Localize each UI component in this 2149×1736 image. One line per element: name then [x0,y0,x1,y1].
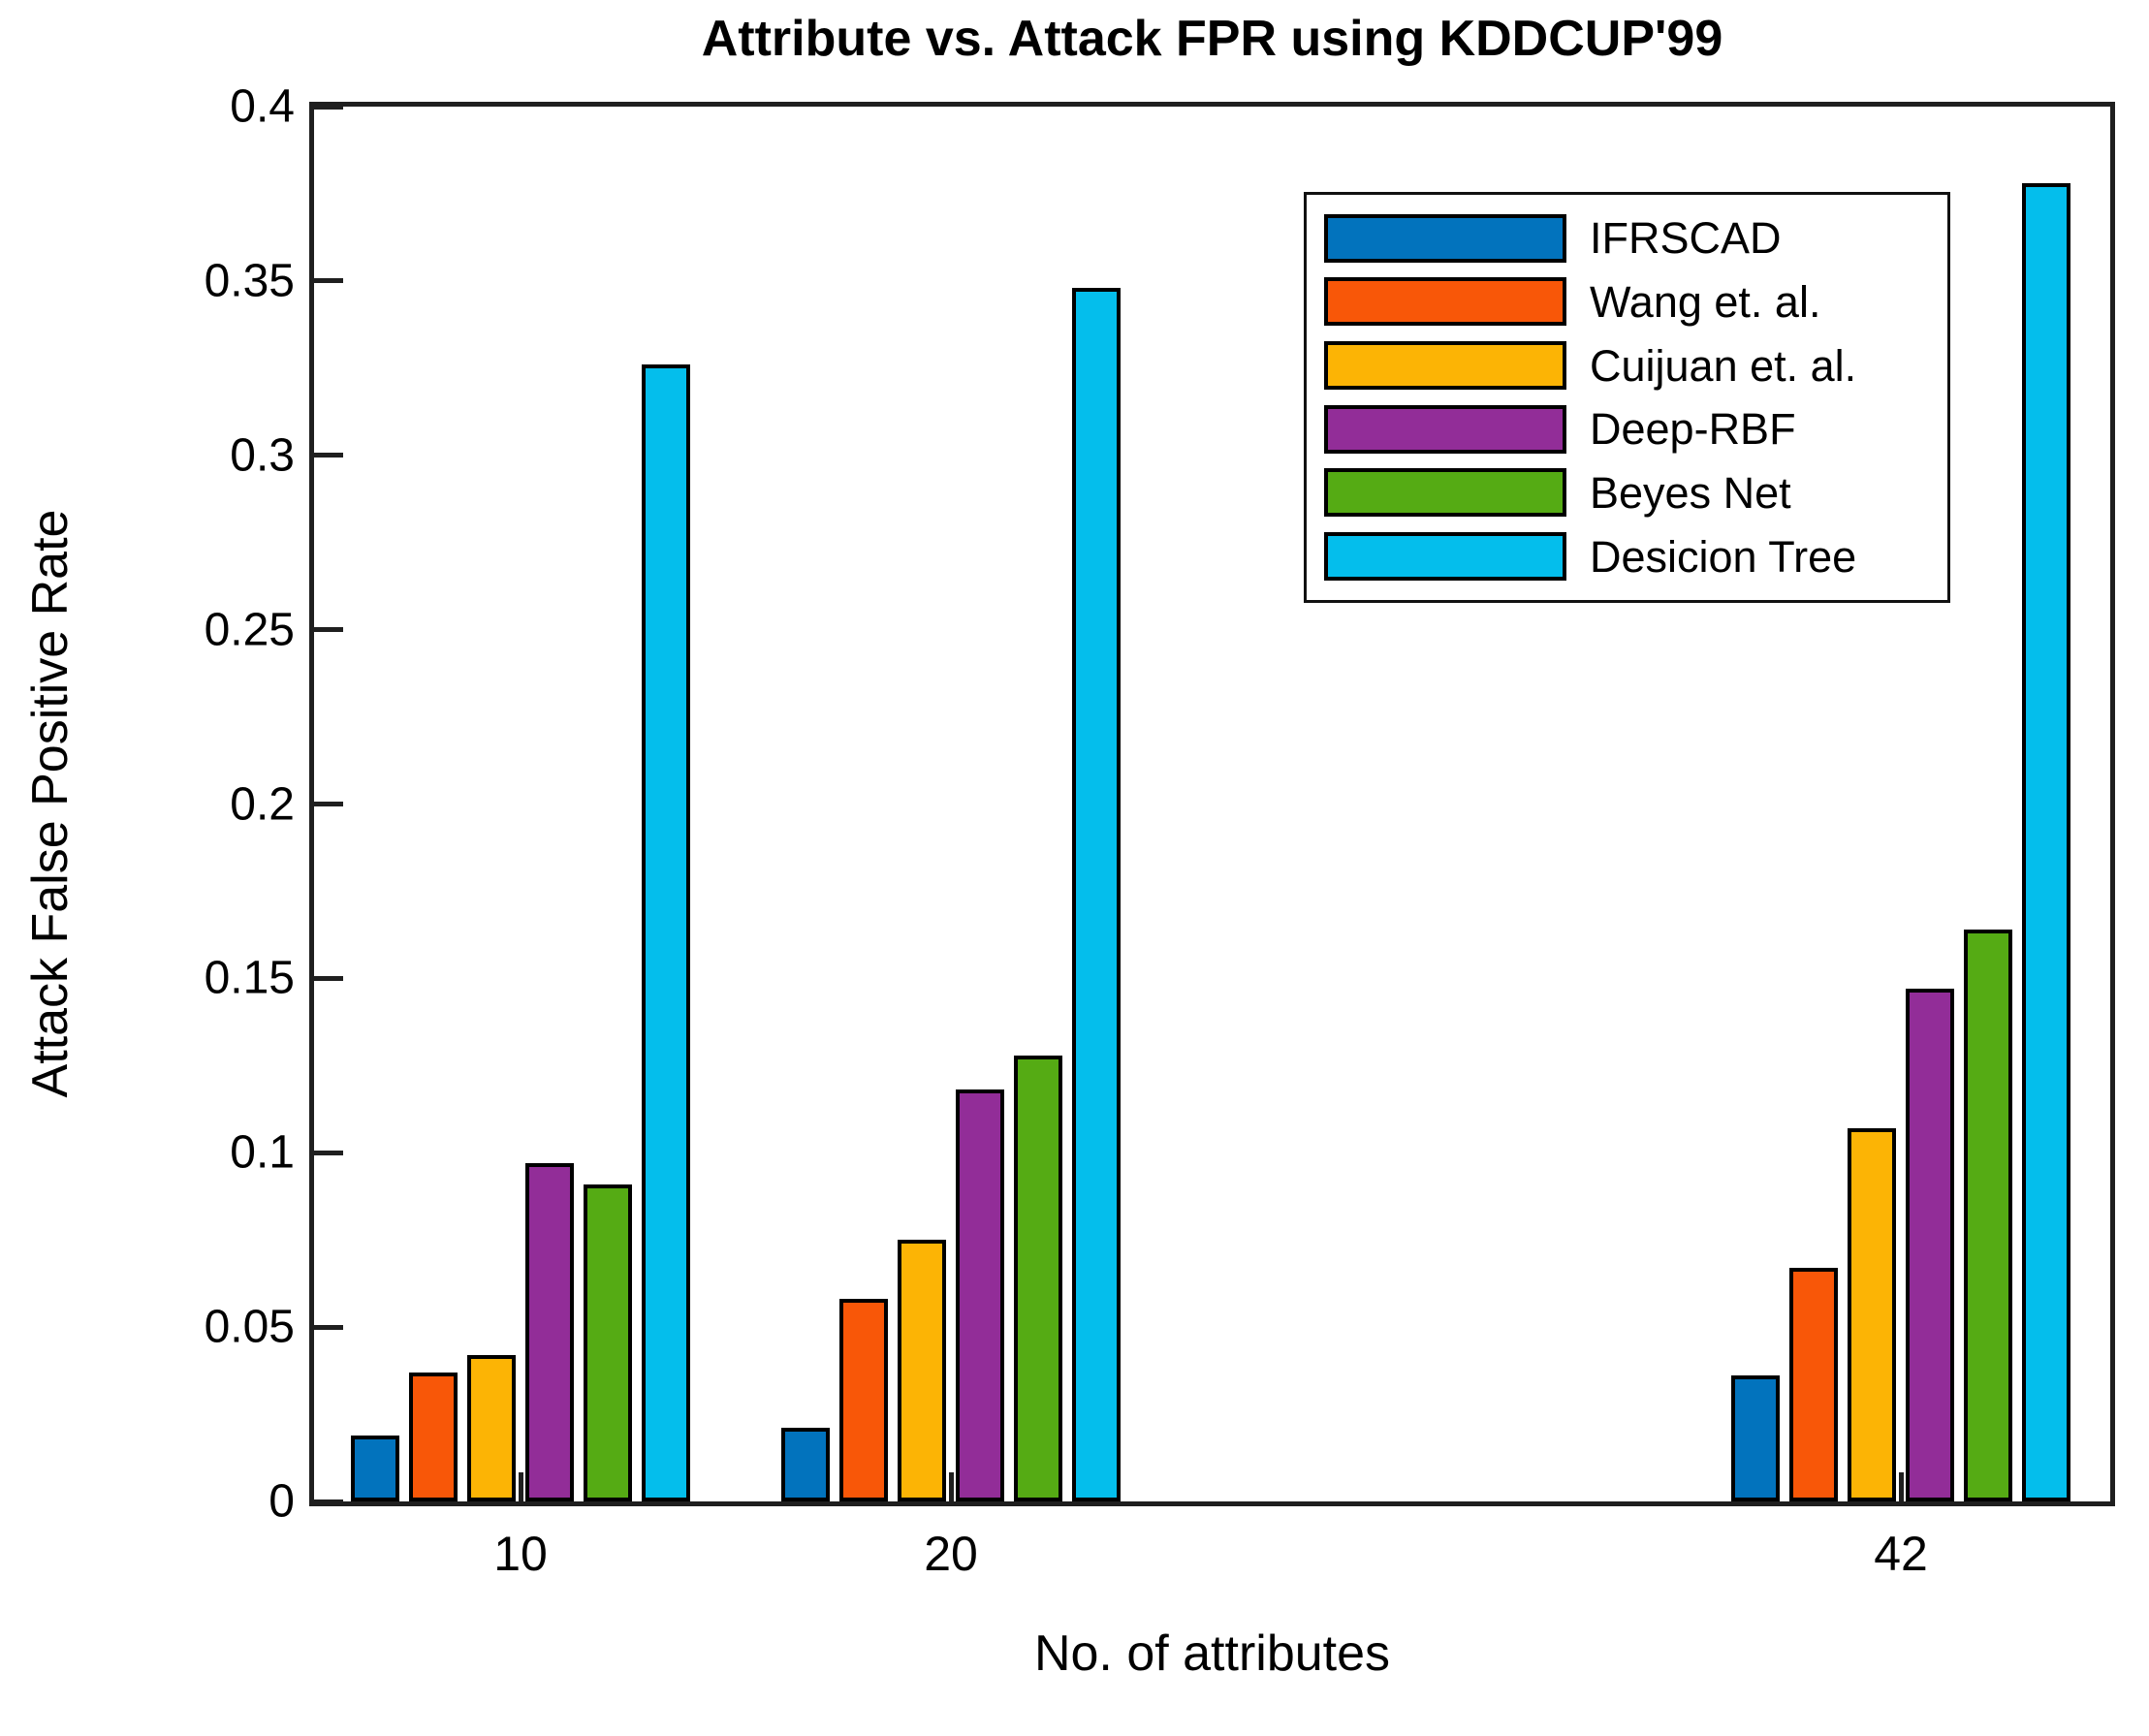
y-tick [314,1324,343,1330]
bar-ifrscad-x42 [1731,1375,1780,1501]
chart-title: Attribute vs. Attack FPR using KDDCUP'99 [701,11,1723,67]
bar-wang-et-al-x42 [1789,1268,1838,1501]
y-tick-label: 0.05 [204,1301,295,1353]
bar-deep-rbf-x10 [525,1163,574,1501]
legend-item: Deep-RBF [1324,404,1930,455]
legend-swatch [1324,277,1566,327]
x-tick-label: 10 [493,1527,548,1581]
bar-cuijuan-et-al-x20 [898,1240,946,1501]
y-tick [314,802,343,806]
bar-desicion-tree-x20 [1072,288,1121,1501]
y-tick [314,1499,343,1504]
bar-deep-rbf-x42 [1906,989,1954,1501]
legend-swatch [1324,213,1566,263]
bar-desicion-tree-x42 [2022,183,2070,1501]
bar-wang-et-al-x20 [839,1299,888,1501]
y-tick-label: 0.2 [230,778,295,830]
bar-cuijuan-et-al-x10 [467,1355,516,1501]
y-tick-label: 0 [269,1475,295,1528]
y-tick-label: 0.4 [230,80,295,133]
y-tick-label: 0.1 [230,1126,295,1179]
legend-label: Wang et. al. [1590,276,1821,327]
bar-beyes-net-x10 [584,1184,632,1501]
legend-label: IFRSCAD [1590,213,1782,264]
legend-swatch [1324,404,1566,454]
bar-beyes-net-x20 [1014,1056,1062,1501]
y-tick [314,627,343,633]
bar-deep-rbf-x20 [956,1089,1004,1501]
legend-label: Beyes Net [1590,467,1791,518]
bar-ifrscad-x10 [351,1436,399,1501]
legend-item: Cuijuan et. al. [1324,340,1930,391]
y-tick [314,1150,343,1155]
x-tick-label: 42 [1874,1527,1928,1581]
legend-label: Desicion Tree [1590,531,1857,582]
legend-item: Desicion Tree [1324,531,1930,582]
y-tick-label: 0.35 [204,255,295,307]
bar-ifrscad-x20 [781,1428,830,1501]
legend: IFRSCAD Wang et. al. Cuijuan et. al. Deep-R… [1304,192,1950,603]
bar-cuijuan-et-al-x42 [1848,1128,1896,1501]
x-axis-label: No. of attributes [1033,1626,1391,1682]
legend-swatch [1324,341,1566,391]
x-tick [948,1472,954,1501]
legend-label: Deep-RBF [1590,404,1796,455]
legend-swatch [1324,468,1566,518]
y-tick [314,975,343,981]
y-tick [314,104,343,110]
legend-item: Wang et. al. [1324,276,1930,327]
legend-item: IFRSCAD [1324,213,1930,264]
x-tick [1898,1472,1904,1501]
x-tick-label: 20 [924,1527,978,1581]
bar-wang-et-al-x10 [409,1373,458,1501]
y-tick-label: 0.15 [204,952,295,1004]
bar-desicion-tree-x10 [642,364,690,1501]
legend-label: Cuijuan et. al. [1590,340,1857,391]
y-tick [314,278,343,284]
y-tick-label: 0.3 [230,429,295,482]
legend-item: Beyes Net [1324,467,1930,518]
bar-beyes-net-x42 [1964,930,2012,1501]
y-tick [314,453,343,458]
plot-area: 0 0.05 0.1 0.15 0.2 0.25 0.3 0.35 0.4 10 20 42 IFR… [205,81,2115,1581]
legend-swatch [1324,532,1566,582]
x-tick [518,1472,523,1501]
y-tick-label: 0.25 [204,604,295,656]
